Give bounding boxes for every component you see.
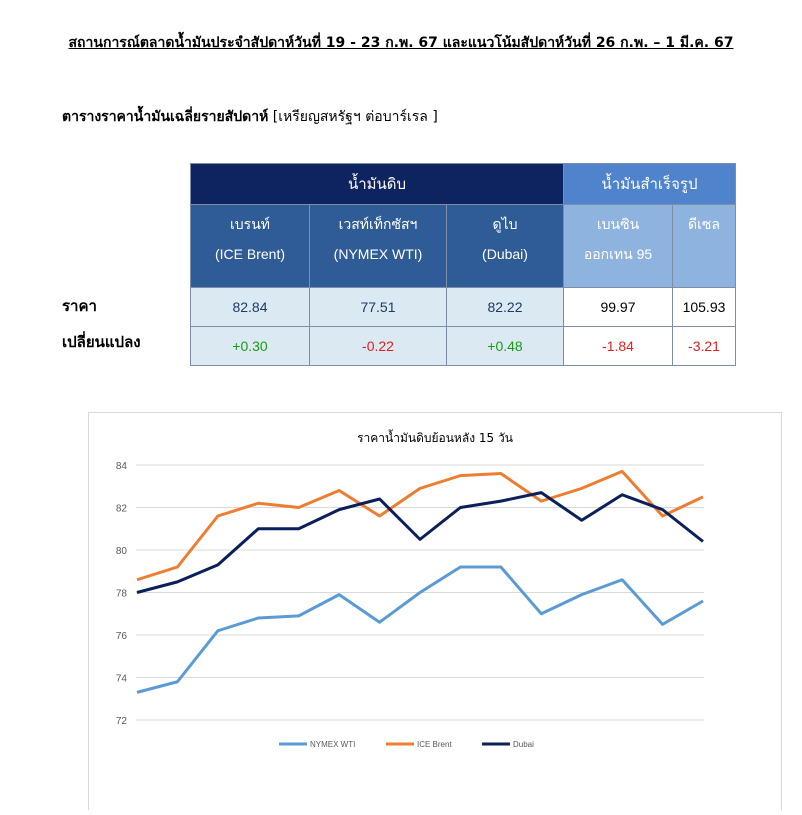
crude-oil-group-header: น้ำมันดิบ	[190, 163, 564, 205]
col-header-wti-th: เวสท์เท็กซัสฯ	[338, 216, 418, 232]
price-gasoline: 99.97	[563, 287, 673, 327]
col-header-wti-en: (NYMEX WTI)	[333, 246, 423, 262]
col-header-dubai-th: ดูไบ	[492, 216, 518, 232]
price-diesel: 105.93	[672, 287, 736, 327]
price-wti: 77.51	[309, 287, 447, 327]
col-header-diesel: ดีเซล	[672, 204, 736, 288]
col-header-gasoline-octane: ออกเทน 95	[583, 246, 653, 262]
col-header-gasoline-th: เบนซิน	[596, 216, 640, 232]
table-section-title: ตารางราคาน้ำมันเฉลี่ยรายสัปดาห์ [เหรียญส…	[62, 106, 438, 128]
table-title: ตารางราคาน้ำมันเฉลี่ยรายสัปดาห์	[62, 109, 269, 125]
col-header-brent-en: (ICE Brent)	[214, 246, 285, 262]
chart-title: ราคาน้ำมันดิบย้อนหลัง 15 วัน	[357, 431, 513, 445]
change-brent: +0.30	[190, 326, 310, 366]
col-header-brent-th: เบรนท์	[230, 216, 270, 232]
change-diesel: -3.21	[672, 326, 736, 366]
y-tick-label: 78	[116, 589, 128, 600]
table-unit: [เหรียญสหรัฐฯ ต่อบาร์เรล ]	[268, 109, 438, 125]
change-wti: -0.22	[309, 326, 447, 366]
col-header-diesel-th: ดีเซล	[688, 216, 720, 232]
headline: สถานการณ์ตลาดน้ำมันประจำสัปดาห์วันที่ 19…	[68, 35, 734, 51]
row-label-change: เปลี่ยนแปลง	[62, 333, 141, 351]
col-header-gasoline: เบนซินออกเทน 95	[563, 204, 673, 288]
legend-label-2: Dubai	[513, 740, 534, 749]
y-tick-label: 76	[116, 631, 128, 642]
legend-label-0: NYMEX WTI	[310, 740, 355, 749]
row-label-price: ราคา	[62, 297, 97, 315]
y-tick-label: 72	[116, 716, 128, 727]
change-dubai: +0.48	[446, 326, 564, 366]
price-row: 82.84 77.51 82.22 99.97 105.93	[190, 287, 736, 327]
series-line-0	[136, 565, 704, 694]
change-row: +0.30 -0.22 +0.48 -1.84 -3.21	[190, 326, 736, 366]
price-brent: 82.84	[190, 287, 310, 327]
series-line-1	[136, 469, 704, 582]
series-line-2	[136, 491, 704, 594]
col-header-wti: เวสท์เท็กซัสฯ (NYMEX WTI)	[309, 204, 447, 288]
price-dubai: 82.22	[446, 287, 564, 327]
y-tick-label: 82	[116, 504, 128, 515]
chart-canvas: 84 82 80 78 76 74 72 NYMEX WTI ICE Brent Dubai	[116, 461, 704, 749]
change-gasoline: -1.84	[563, 326, 673, 366]
crude-price-chart: ราคาน้ำมันดิบย้อนหลัง 15 วัน 84 82 80 78 76 7…	[88, 412, 782, 810]
refined-oil-group-header: น้ำมันสำเร็จรูป	[563, 163, 736, 205]
price-table: น้ำมันดิบ น้ำมันสำเร็จรูป เบรนท์ (ICE Bre…	[190, 163, 736, 366]
legend-label-1: ICE Brent	[417, 740, 452, 749]
y-tick-label: 80	[116, 546, 128, 557]
col-header-brent: เบรนท์ (ICE Brent)	[190, 204, 310, 288]
col-header-dubai-en: (Dubai)	[482, 246, 528, 262]
y-tick-label: 74	[116, 674, 128, 685]
y-tick-label: 84	[116, 461, 128, 472]
col-header-dubai: ดูไบ (Dubai)	[446, 204, 564, 288]
